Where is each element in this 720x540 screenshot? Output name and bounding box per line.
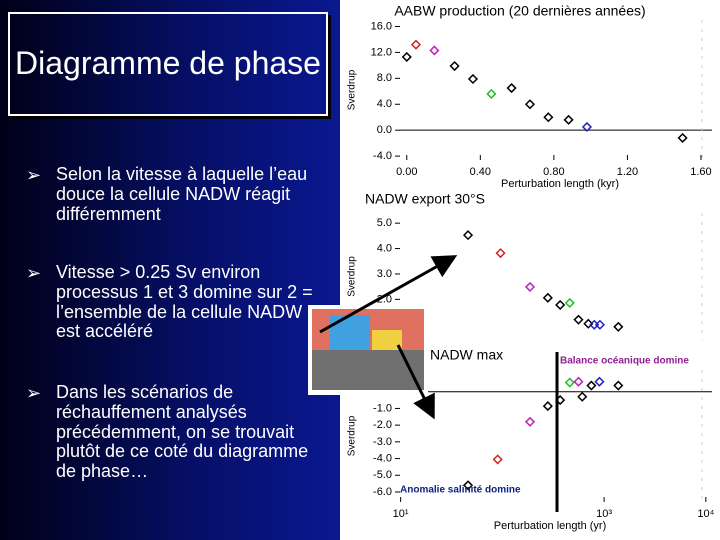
data-point (486, 88, 497, 99)
data-point (524, 281, 536, 292)
bullet: Dans les scénarios de réchauffement anal… (56, 382, 309, 482)
y-axis-label: Sverdrup (347, 256, 358, 297)
y-tick-label: 2.0 (377, 293, 392, 305)
x-tick-label: 0.80 (543, 166, 564, 178)
y-tick-label: -4.0 (373, 452, 392, 464)
y-tick-label: 4.0 (377, 98, 392, 110)
data-point (492, 454, 503, 465)
data-point (543, 112, 554, 123)
x-axis-label: Perturbation length (yr) (494, 520, 607, 532)
chart-title: NADW export 30°S (365, 191, 485, 207)
left-panel: Diagramme de phase ➢ Selon la vitesse à … (0, 0, 340, 540)
chart-title: AABW production (20 dernières années) (394, 3, 645, 19)
y-tick-label: -4.0 (373, 150, 392, 162)
bullet: Selon la vitesse à laquelle l’eau douce … (56, 164, 308, 224)
data-point (613, 380, 624, 391)
y-tick-label: -1.0 (373, 402, 392, 414)
data-point (573, 376, 584, 387)
bullet-marker: ➢ (26, 165, 42, 185)
data-point (462, 230, 474, 241)
x-tick-label: 10³ (596, 508, 612, 520)
data-point (462, 480, 474, 491)
y-tick-label: 8.0 (377, 72, 392, 84)
y-axis-label: Sverdrup (347, 69, 358, 110)
chart-title: NADW max (430, 347, 503, 363)
data-point (613, 321, 624, 332)
data-point (677, 132, 688, 144)
annotation: Balance océanique domine (560, 356, 689, 367)
data-point (524, 99, 536, 110)
data-point (542, 292, 553, 303)
data-point (573, 314, 584, 325)
x-tick-label: 10¹ (393, 508, 409, 520)
x-tick-label: 0.40 (470, 166, 491, 178)
thumbnail (308, 305, 428, 395)
y-tick-label: -2.0 (373, 419, 392, 431)
arrow (396, 344, 435, 420)
slide-title: Diagramme de phase (8, 12, 328, 116)
data-point (467, 73, 479, 85)
y-tick-label: -6.0 (373, 486, 392, 498)
data-point (495, 248, 506, 259)
y-tick-label: 5.0 (377, 217, 392, 229)
x-tick-label: 1.20 (617, 166, 638, 178)
y-axis-label: Sverdrup (347, 415, 358, 456)
x-axis-label: Perturbation length (kyr) (501, 178, 619, 190)
y-tick-label: 3.0 (377, 268, 392, 280)
data-point (524, 416, 536, 427)
y-tick-label: 12.0 (371, 46, 392, 58)
y-tick-label: 4.0 (377, 242, 392, 254)
data-point (564, 377, 575, 388)
bullet: Vitesse > 0.25 Sv environ processus 1 et… (56, 262, 313, 342)
y-tick-label: 0.0 (377, 124, 392, 136)
data-point (449, 60, 460, 72)
bullet-marker: ➢ (26, 383, 42, 403)
data-point (429, 45, 440, 56)
data-point (577, 391, 588, 402)
data-point (410, 39, 422, 50)
data-point (401, 51, 412, 63)
data-point (583, 318, 594, 329)
bullet-marker: ➢ (26, 263, 42, 283)
data-point (564, 297, 575, 308)
data-point (594, 376, 605, 387)
data-point (563, 114, 574, 125)
data-point (586, 380, 597, 391)
y-tick-label: -5.0 (373, 469, 392, 481)
annotation: Anomalie salinité domine (400, 485, 521, 496)
data-point (581, 121, 593, 133)
arrow (319, 255, 458, 334)
x-tick-label: 10⁴ (697, 508, 714, 520)
data-point (594, 319, 605, 330)
data-point (542, 401, 553, 412)
x-tick-label: 1.60 (690, 166, 711, 178)
data-point (555, 299, 566, 311)
y-tick-label: 16.0 (371, 20, 392, 32)
y-tick-label: -3.0 (373, 436, 392, 448)
x-tick-label: 0.00 (396, 166, 417, 178)
data-point (506, 82, 517, 94)
